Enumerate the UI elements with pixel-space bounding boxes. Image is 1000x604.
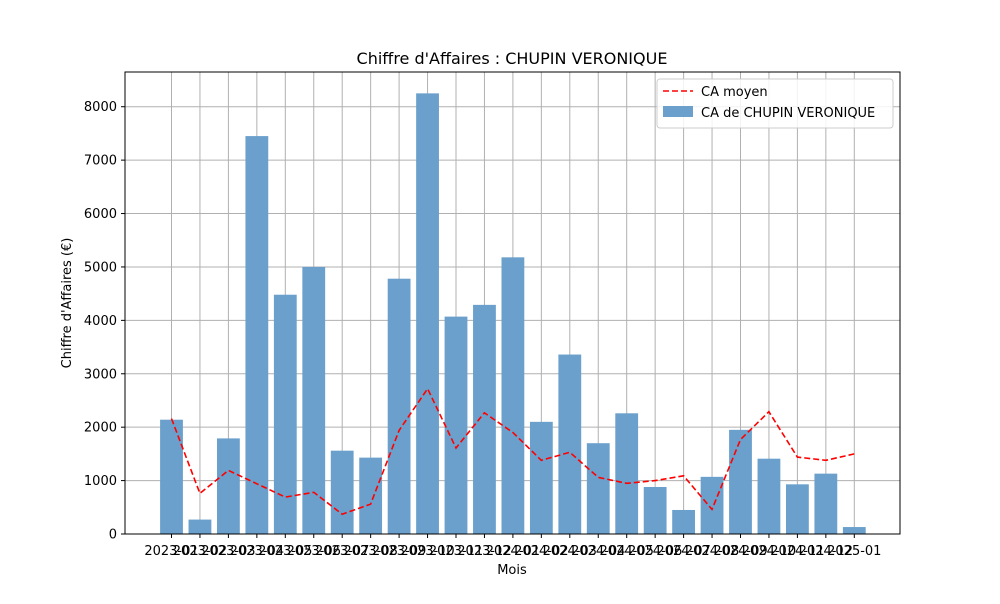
bar (700, 476, 724, 534)
legend-bar-swatch (663, 106, 693, 117)
y-tick-label: 7000 (84, 154, 117, 169)
bar (473, 304, 496, 534)
legend-label-bars: CA de CHUPIN VERONIQUE (701, 106, 875, 121)
x-tick-label: 2024-12 (799, 544, 853, 559)
bar (757, 458, 781, 534)
bar (529, 421, 553, 534)
legend: CA moyen CA de CHUPIN VERONIQUE (656, 78, 894, 129)
x-tick-label: 2024-10 (742, 544, 796, 559)
bar (586, 443, 610, 534)
y-tick-label: 6000 (84, 207, 117, 222)
bar (188, 519, 212, 534)
x-axis-ticks: 2023-012023-022023-032023-042023-052023-… (144, 534, 881, 559)
x-tick-label: 2025-01 (827, 544, 881, 559)
x-tick-label: 2023-12 (457, 544, 511, 559)
bar (643, 486, 667, 534)
y-tick-label: 4000 (84, 314, 117, 329)
y-tick-label: 8000 (84, 100, 117, 115)
x-tick-label: 2024-08 (685, 544, 739, 559)
chart-title: Chiffre d'Affaires : CHUPIN VERONIQUE (357, 49, 668, 68)
x-tick-label: 2023-09 (372, 544, 426, 559)
legend-label-average: CA moyen (701, 85, 768, 100)
bar (245, 136, 269, 535)
x-tick-label: 2024-01 (486, 544, 540, 559)
y-tick-label: 5000 (84, 260, 117, 275)
x-tick-label: 2023-02 (173, 544, 227, 559)
bar (672, 509, 695, 534)
y-tick-label: 0 (109, 528, 117, 543)
x-tick-label: 2023-10 (400, 544, 454, 559)
y-axis-label: Chiffre d'Affaires (€) (60, 238, 75, 369)
x-tick-label: 2023-05 (258, 544, 312, 559)
x-tick-label: 2024-05 (600, 544, 654, 559)
bar (786, 484, 809, 534)
x-tick-label: 2024-07 (656, 544, 710, 559)
x-tick-label: 2023-07 (315, 544, 369, 559)
x-tick-label: 2024-04 (571, 544, 625, 559)
average-line (170, 387, 855, 516)
legend-box (656, 78, 894, 129)
x-tick-label: 2024-02 (514, 544, 568, 559)
bar (273, 294, 297, 534)
bar (330, 450, 354, 534)
bars (160, 93, 866, 535)
y-axis-ticks: 0 1000 2000 3000 4000 5000 6000 7000 8000 (84, 100, 125, 543)
x-tick-label: 2024-09 (713, 544, 767, 559)
bar (416, 93, 439, 534)
bar (501, 257, 525, 534)
bar (217, 438, 240, 534)
bar (558, 354, 582, 534)
x-tick-label: 2023-03 (201, 544, 255, 559)
average-line-path (170, 387, 855, 516)
bar (387, 278, 411, 534)
bar (729, 429, 752, 534)
bar (160, 419, 183, 534)
x-tick-label: 2023-11 (429, 544, 483, 559)
bar (444, 316, 468, 534)
y-tick-label: 1000 (84, 474, 117, 489)
bar (615, 413, 639, 534)
y-tick-label: 3000 (84, 367, 117, 382)
x-tick-label: 2023-01 (144, 544, 198, 559)
x-tick-label: 2023-04 (230, 544, 284, 559)
x-axis-label: Mois (497, 563, 527, 578)
bar (814, 473, 838, 534)
y-tick-label: 2000 (84, 421, 117, 436)
bar (842, 527, 866, 534)
bar (302, 266, 326, 534)
x-tick-label: 2023-08 (343, 544, 397, 559)
x-tick-label: 2024-03 (543, 544, 597, 559)
x-tick-label: 2024-11 (770, 544, 824, 559)
x-tick-label: 2023-06 (287, 544, 341, 559)
x-tick-label: 2024-06 (628, 544, 682, 559)
bar (359, 457, 383, 534)
